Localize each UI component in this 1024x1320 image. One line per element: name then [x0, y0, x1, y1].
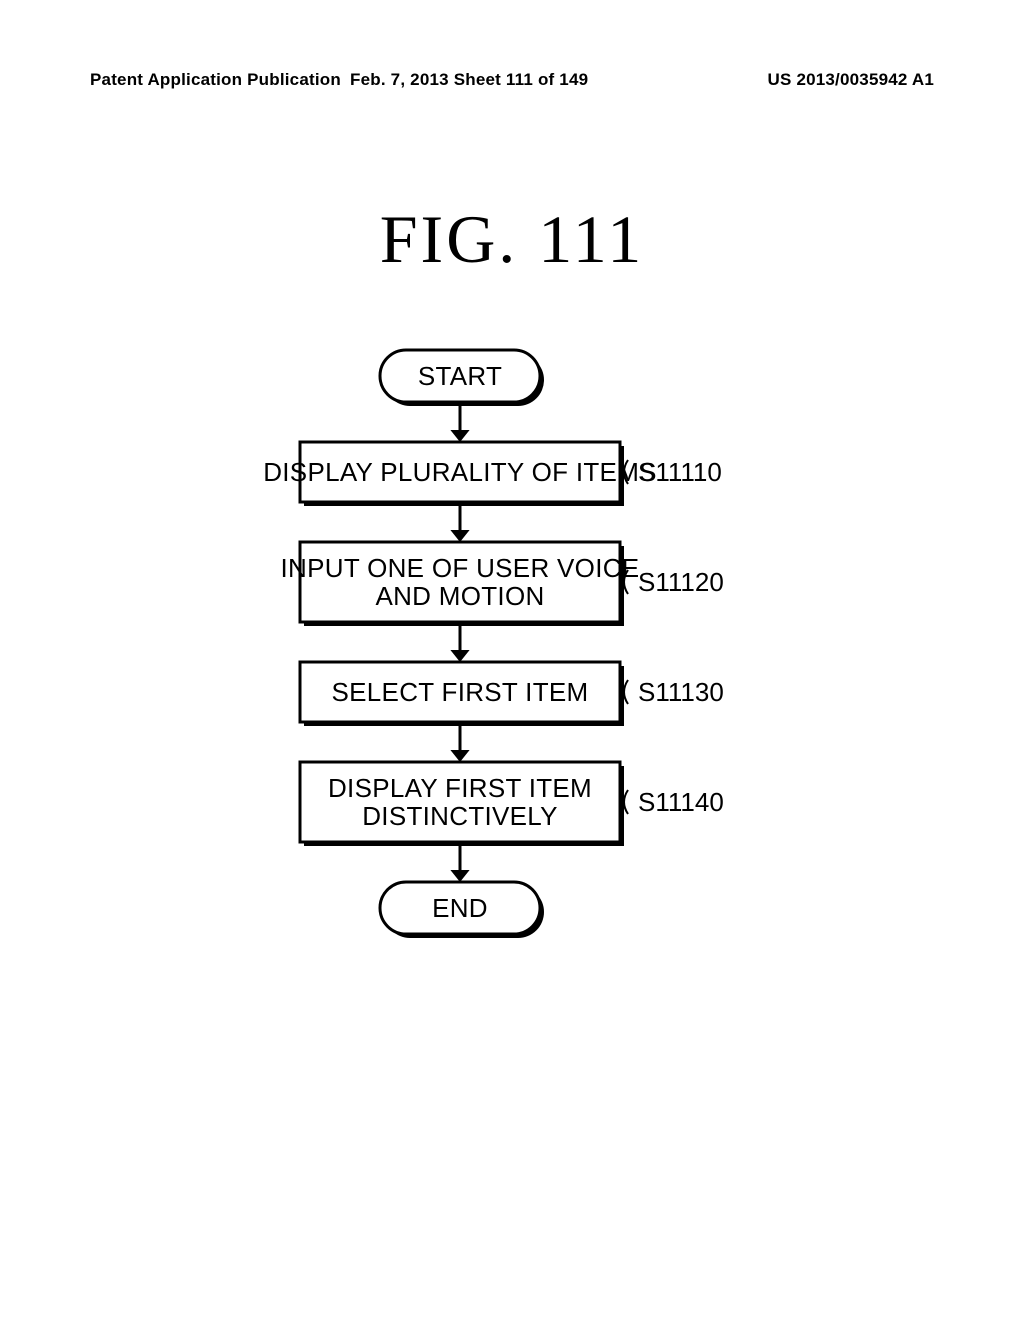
s4-text-1: DISTINCTIVELY	[362, 801, 558, 831]
header-mid: Feb. 7, 2013 Sheet 111 of 149	[350, 70, 588, 90]
end-label: END	[432, 893, 488, 923]
start-label: START	[418, 361, 502, 391]
arrowhead-3	[450, 750, 469, 762]
arrowhead-1	[450, 530, 469, 542]
arrowhead-4	[450, 870, 469, 882]
arrowhead-2	[450, 650, 469, 662]
page: Patent Application Publication Feb. 7, 2…	[0, 0, 1024, 1320]
s3-text-0: SELECT FIRST ITEM	[332, 677, 589, 707]
s4-ref-label: S11140	[638, 787, 724, 817]
s3-ref-tick	[624, 680, 628, 704]
s4-ref-tick	[624, 790, 628, 814]
s1-text-0: DISPLAY PLURALITY OF ITEMS	[263, 457, 657, 487]
s2-text-1: AND MOTION	[375, 581, 544, 611]
s2-ref-label: S11120	[638, 567, 724, 597]
arrowhead-0	[450, 430, 469, 442]
s4-text-0: DISPLAY FIRST ITEM	[328, 773, 592, 803]
flowchart: START DISPLAY PLURALITY OF ITEMSS11110 INP…	[0, 330, 1024, 1030]
header-right: US 2013/0035942 A1	[768, 70, 935, 90]
s2-text-0: INPUT ONE OF USER VOICE	[281, 553, 640, 583]
figure-title: FIG. 111	[0, 200, 1024, 279]
s3-ref-label: S11130	[638, 677, 724, 707]
s1-ref-label: S11110	[638, 457, 722, 487]
header-left: Patent Application Publication	[90, 70, 341, 90]
